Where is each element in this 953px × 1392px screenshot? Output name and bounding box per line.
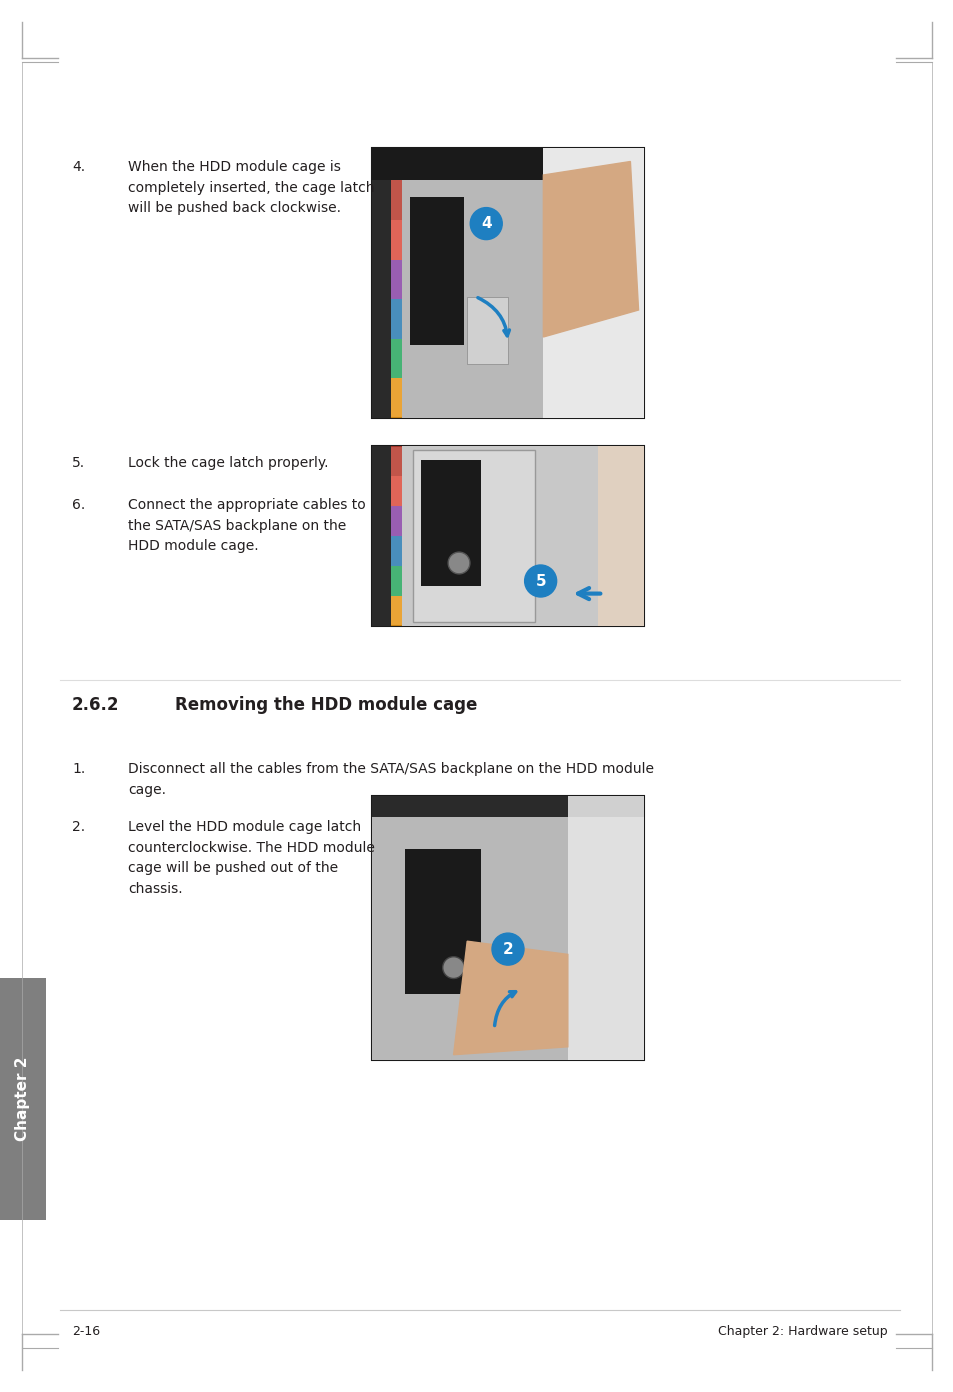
Bar bbox=[404, 849, 480, 994]
Bar bbox=[391, 445, 401, 476]
Bar bbox=[391, 181, 401, 220]
Text: 6.: 6. bbox=[71, 498, 85, 512]
Bar bbox=[372, 181, 391, 418]
Text: Disconnect all the cables from the SATA/SAS backplane on the HDD module
cage.: Disconnect all the cables from the SATA/… bbox=[128, 761, 654, 796]
Circle shape bbox=[442, 956, 464, 979]
Bar bbox=[401, 181, 543, 418]
Text: 4: 4 bbox=[480, 216, 491, 231]
Polygon shape bbox=[543, 161, 638, 337]
Bar bbox=[391, 476, 401, 507]
Bar bbox=[391, 536, 401, 567]
Text: Connect the appropriate cables to
the SATA/SAS backplane on the
HDD module cage.: Connect the appropriate cables to the SA… bbox=[128, 498, 365, 553]
Bar bbox=[598, 445, 643, 626]
Text: Removing the HDD module cage: Removing the HDD module cage bbox=[174, 696, 476, 714]
Circle shape bbox=[448, 553, 470, 574]
Text: 2.6.2: 2.6.2 bbox=[71, 696, 119, 714]
Circle shape bbox=[524, 565, 556, 597]
Bar bbox=[543, 148, 643, 418]
Text: When the HDD module cage is
completely inserted, the cage latch
will be pushed b: When the HDD module cage is completely i… bbox=[128, 160, 375, 216]
Bar bbox=[372, 817, 567, 1059]
Bar bbox=[391, 507, 401, 536]
Bar bbox=[372, 445, 391, 626]
Text: Lock the cage latch properly.: Lock the cage latch properly. bbox=[128, 457, 328, 470]
Text: 2: 2 bbox=[502, 941, 513, 956]
Bar bbox=[413, 450, 535, 622]
Circle shape bbox=[470, 207, 501, 239]
Bar bbox=[391, 220, 401, 259]
Text: 5.: 5. bbox=[71, 457, 85, 470]
Text: Chapter 2: Hardware setup: Chapter 2: Hardware setup bbox=[718, 1325, 887, 1338]
Bar bbox=[391, 259, 401, 299]
Bar bbox=[372, 796, 567, 817]
Bar bbox=[391, 596, 401, 626]
Text: Chapter 2: Chapter 2 bbox=[15, 1057, 30, 1141]
Text: Level the HDD module cage latch
counterclockwise. The HDD module
cage will be pu: Level the HDD module cage latch counterc… bbox=[128, 820, 375, 896]
Bar bbox=[372, 148, 643, 418]
Text: 2-16: 2-16 bbox=[71, 1325, 100, 1338]
Bar bbox=[391, 299, 401, 338]
Circle shape bbox=[492, 933, 523, 965]
Polygon shape bbox=[453, 941, 567, 1055]
Bar bbox=[467, 296, 507, 363]
Text: 2.: 2. bbox=[71, 820, 85, 834]
Text: 1.: 1. bbox=[71, 761, 85, 775]
Bar bbox=[567, 796, 643, 817]
Bar bbox=[372, 796, 643, 1059]
Bar bbox=[420, 461, 480, 586]
Bar bbox=[372, 445, 643, 626]
Bar bbox=[391, 379, 401, 418]
Bar bbox=[391, 567, 401, 596]
Bar bbox=[401, 445, 598, 626]
Bar bbox=[0, 979, 46, 1219]
Bar bbox=[372, 148, 583, 181]
Text: 4.: 4. bbox=[71, 160, 85, 174]
Bar bbox=[391, 338, 401, 379]
Bar bbox=[567, 817, 643, 1059]
Text: 5: 5 bbox=[535, 574, 545, 589]
Bar bbox=[410, 196, 464, 345]
